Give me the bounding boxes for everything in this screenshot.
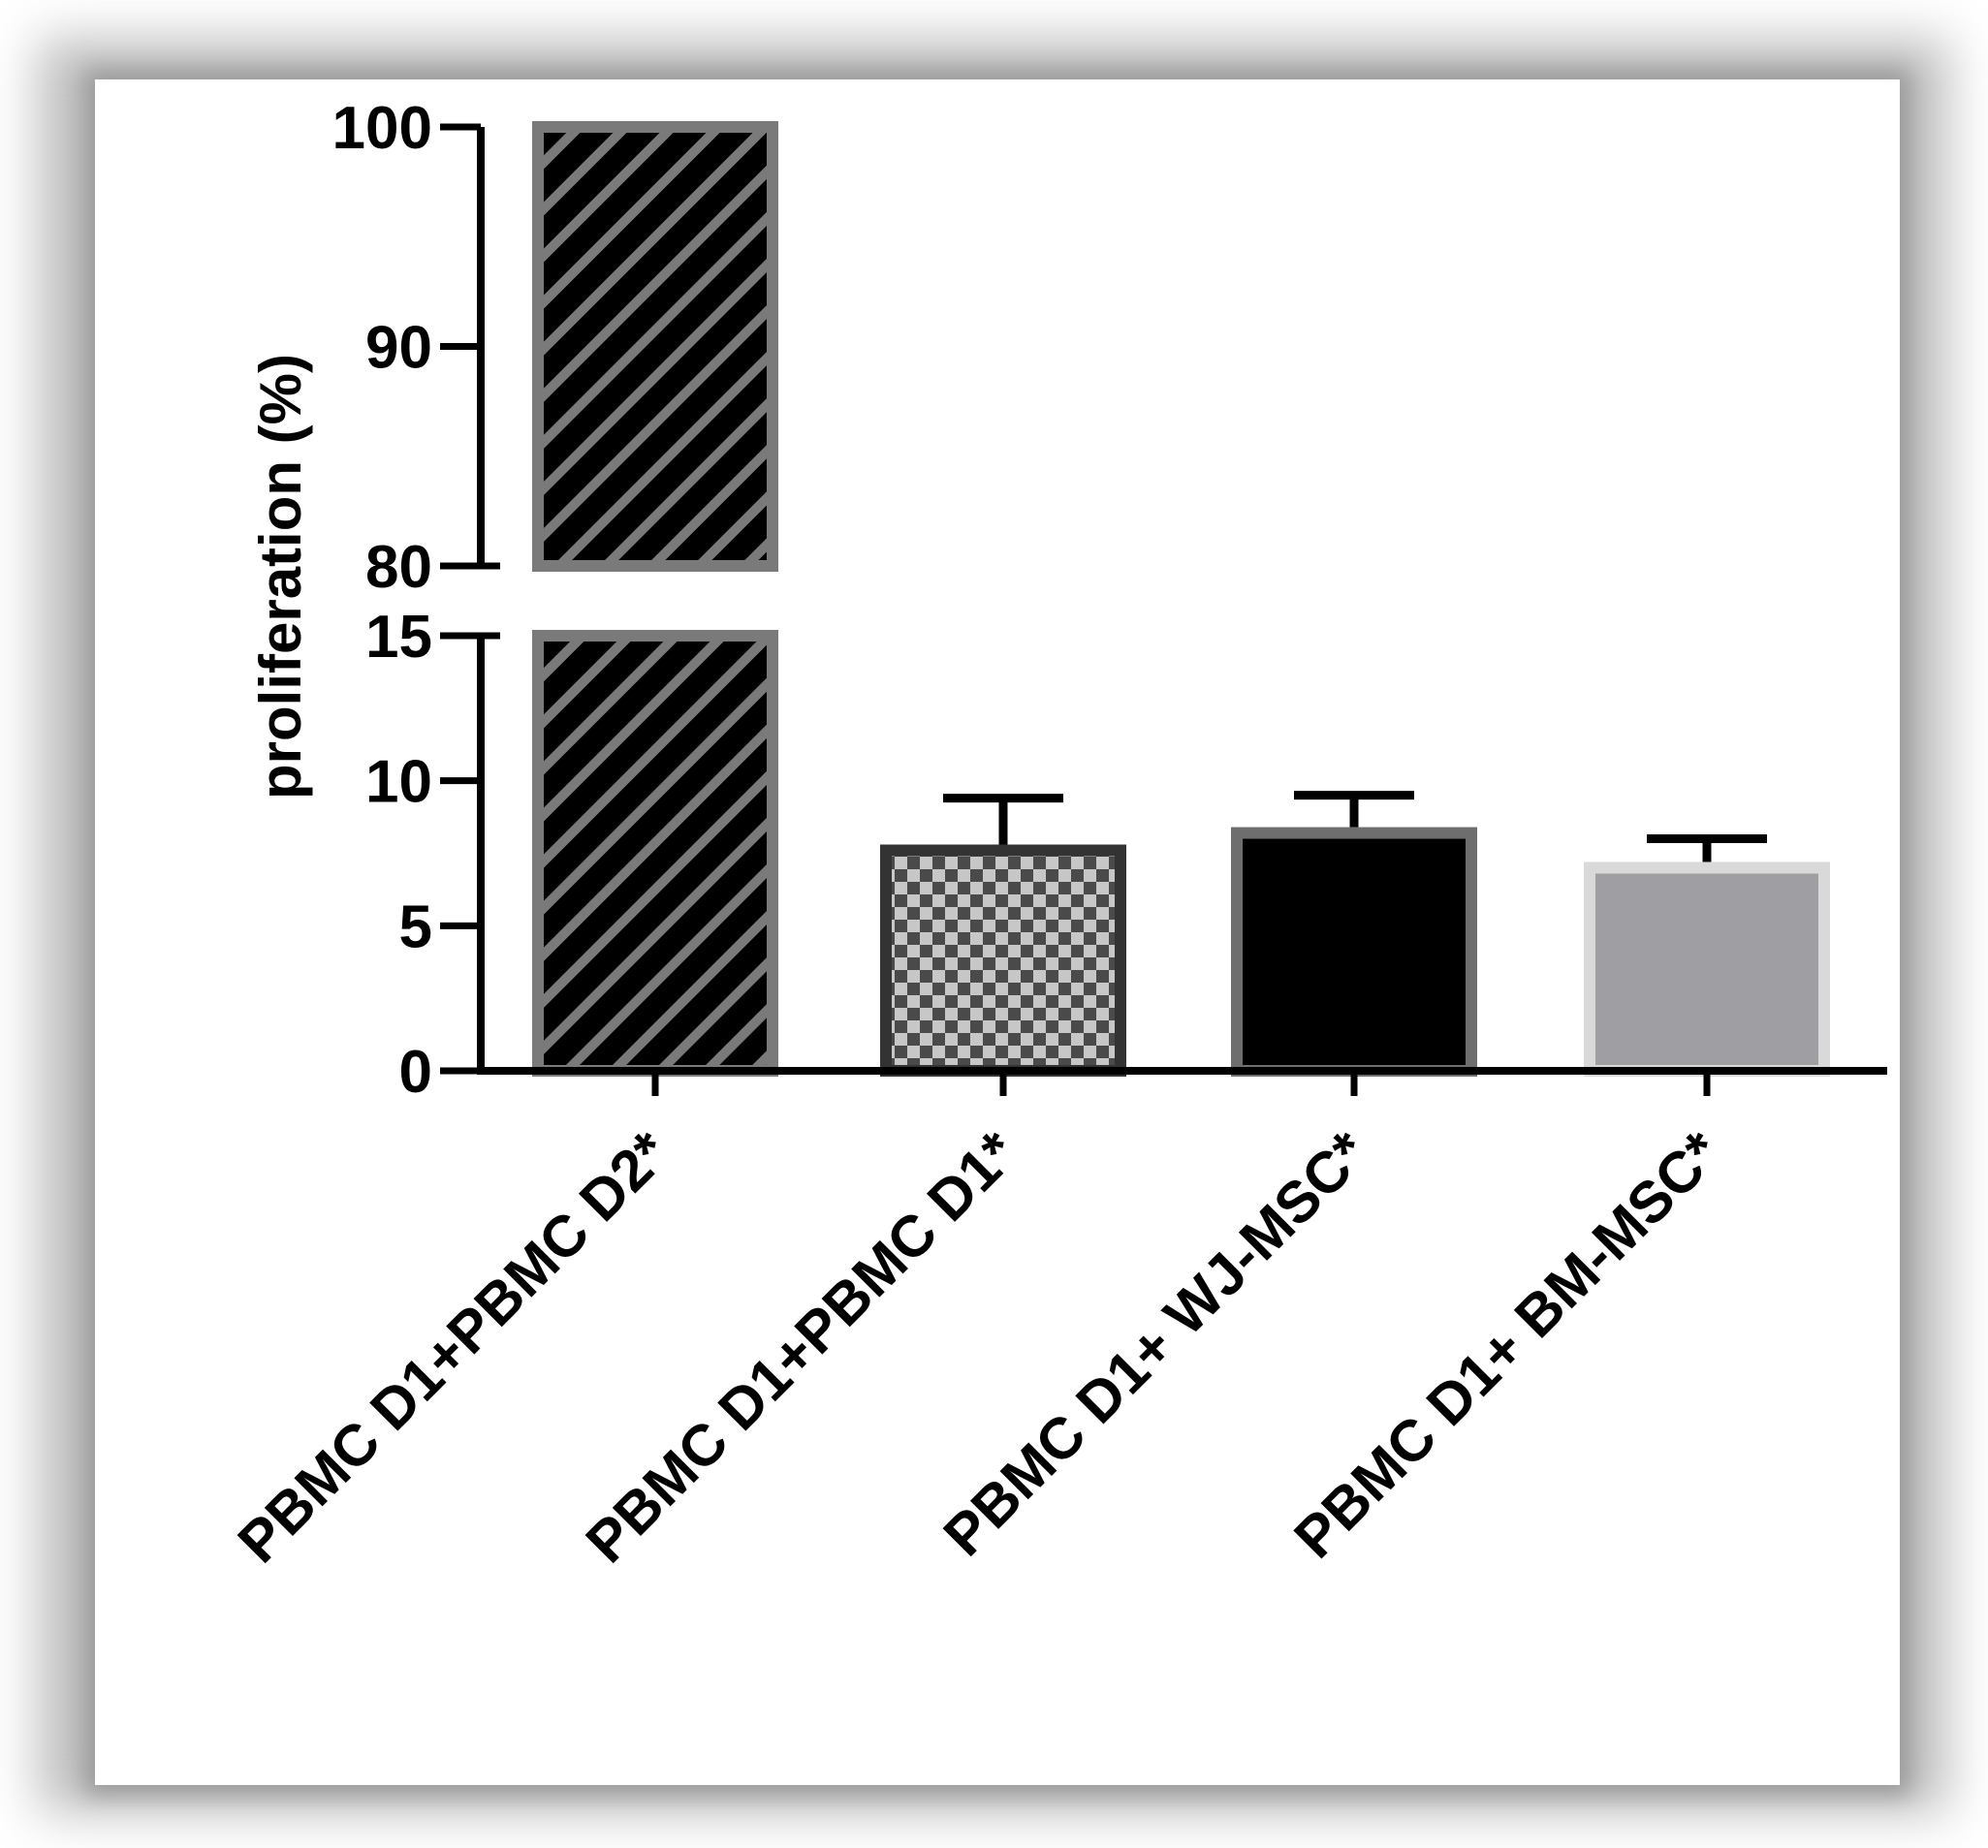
axes-layer bbox=[440, 123, 1887, 1096]
y-tick-label: 0 bbox=[399, 1039, 432, 1106]
y-tick-label: 15 bbox=[365, 604, 432, 671]
bar bbox=[1231, 827, 1477, 1078]
y-tick-label: 80 bbox=[365, 534, 432, 601]
bar-lower-part bbox=[532, 630, 778, 1077]
bar bbox=[1584, 861, 1830, 1078]
error-bars-layer bbox=[943, 791, 1767, 862]
y-tick-label: 10 bbox=[365, 749, 432, 816]
y-axis-title: proliferation (%) bbox=[248, 354, 313, 799]
y-tick-label: 90 bbox=[365, 315, 432, 382]
bar bbox=[880, 844, 1126, 1077]
bars-layer bbox=[532, 121, 1830, 1078]
y-tick-label: 100 bbox=[332, 95, 432, 162]
bar-upper-part bbox=[532, 121, 778, 572]
y-tick-label: 5 bbox=[399, 893, 432, 960]
